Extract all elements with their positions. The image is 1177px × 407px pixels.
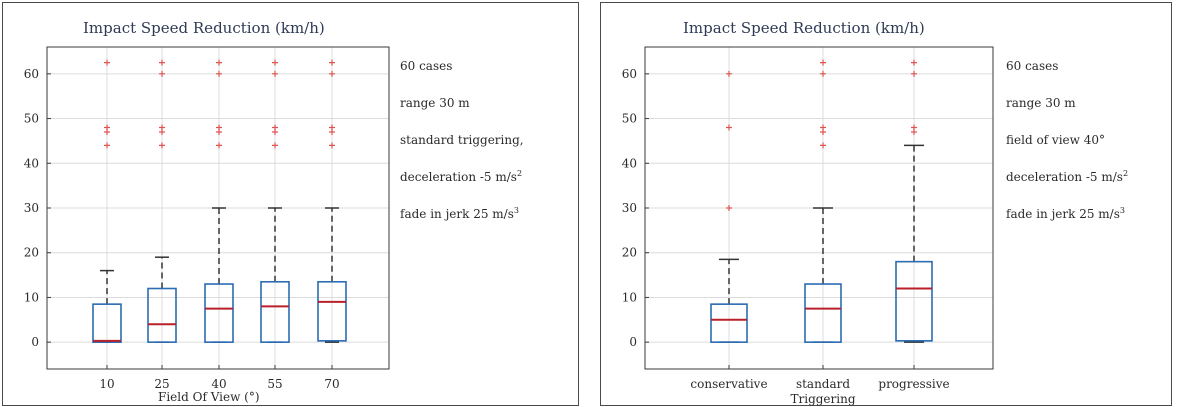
outlier-marker: [911, 59, 917, 66]
outlier-marker: [216, 142, 222, 149]
boxplot-triggering: 0 10 20 30 40 50 60 conservative standardTrigger…: [622, 46, 994, 406]
y-tick-label: 0: [31, 335, 39, 349]
outlier-marker: [216, 70, 222, 77]
annotation-field-of-view: field of view 40°: [1006, 133, 1105, 147]
outlier-marker: [272, 59, 278, 66]
boxplot-field-of-view: 0 10 20 30 40 50 60 10 25 40 55 70: [24, 46, 390, 391]
annotation-deceleration: deceleration -5 m/s2: [400, 169, 523, 184]
chart-title: Impact Speed Reduction (km/h): [683, 19, 925, 37]
y-tick-label: 0: [629, 335, 637, 349]
outlier-marker: [820, 124, 826, 131]
y-tick-label: 30: [24, 201, 39, 215]
box: [147, 287, 177, 343]
outlier-marker: [726, 205, 732, 211]
x-tick-label: 10: [99, 377, 114, 391]
x-tick-label: 40: [211, 377, 226, 391]
y-tick-label: 40: [622, 156, 637, 170]
box: [710, 303, 748, 343]
outlier-marker: [820, 70, 826, 77]
outlier-marker: [272, 124, 278, 131]
outlier-marker: [159, 59, 165, 66]
outlier-marker: [216, 124, 222, 131]
outlier-marker: [329, 142, 335, 149]
outlier-marker: [820, 142, 826, 149]
y-tick-label: 10: [24, 290, 39, 304]
annotation-jerk: fade in jerk 25 m/s3: [1006, 206, 1125, 221]
x-tick-label: 70: [324, 377, 339, 391]
outlier-marker: [159, 70, 165, 77]
y-tick-label: 10: [622, 290, 637, 304]
x-tick-label: Triggering: [790, 392, 855, 406]
chart-title: Impact Speed Reduction (km/h): [83, 19, 325, 37]
outlier-marker: [104, 142, 110, 149]
outlier-marker: [216, 59, 222, 66]
box: [804, 283, 842, 343]
y-tick-label: 30: [622, 201, 637, 215]
x-tick-label: conservative: [690, 377, 767, 391]
outlier-marker: [329, 70, 335, 77]
outlier-marker: [911, 124, 917, 131]
outlier-marker: [820, 59, 826, 66]
x-tick-label: 25: [154, 377, 169, 391]
outlier-marker: [726, 70, 732, 77]
outlier-marker: [104, 59, 110, 66]
box: [92, 303, 122, 343]
box: [317, 280, 347, 342]
box: [895, 260, 933, 342]
y-tick-label: 50: [24, 112, 39, 126]
x-tick-label: 55: [267, 377, 282, 391]
x-tick-label: progressive: [878, 377, 949, 391]
y-tick-label: 20: [24, 246, 39, 260]
outlier-marker: [272, 142, 278, 149]
outlier-marker: [272, 70, 278, 77]
annotation-jerk: fade in jerk 25 m/s3: [400, 206, 519, 221]
annotation-deceleration: deceleration -5 m/s2: [1006, 169, 1129, 184]
annotation-cases: 60 cases: [1006, 59, 1059, 73]
annotation-range: range 30 m: [400, 96, 470, 110]
annotation-triggering: standard triggering,: [400, 133, 524, 147]
box: [260, 280, 290, 343]
y-tick-label: 60: [622, 67, 637, 81]
y-tick-label: 50: [622, 112, 637, 126]
outlier-marker: [911, 70, 917, 77]
y-tick-label: 60: [24, 67, 39, 81]
outlier-marker: [726, 124, 732, 131]
outlier-marker: [159, 142, 165, 149]
x-tick-label: standard: [796, 377, 850, 391]
outlier-marker: [329, 59, 335, 66]
y-tick-label: 20: [622, 246, 637, 260]
y-tick-label: 40: [24, 156, 39, 170]
box: [204, 283, 234, 343]
outlier-marker: [104, 124, 110, 131]
outlier-marker: [159, 124, 165, 131]
x-axis-label: Field Of View (°): [158, 390, 260, 404]
outlier-marker: [329, 124, 335, 131]
annotation-range: range 30 m: [1006, 96, 1076, 110]
annotation-cases: 60 cases: [400, 59, 453, 73]
chart-panel-triggering: Impact Speed Reduction (km/h) 0 10 20 30 40 5…: [600, 2, 1172, 406]
chart-panel-field-of-view: Impact Speed Reduction (km/h) 0 10 20 30 40 5…: [2, 2, 579, 406]
